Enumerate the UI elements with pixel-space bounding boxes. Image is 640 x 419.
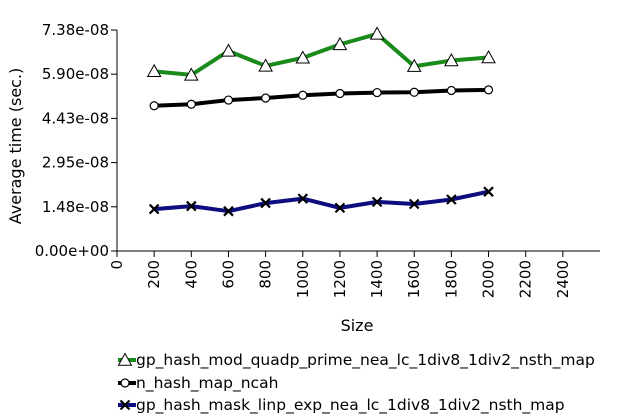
data-point — [335, 88, 345, 99]
x-marker-stroke — [119, 399, 131, 411]
x-marker-stroke — [148, 203, 160, 215]
x-tick-label: 1400 — [368, 260, 386, 298]
x-marker-stroke — [260, 197, 271, 209]
x-tick-label: 400 — [182, 260, 200, 289]
data-point — [258, 58, 273, 72]
x-tick-label: 1000 — [294, 260, 312, 298]
data-point — [186, 200, 197, 212]
data-point — [297, 193, 309, 204]
y-tick-label: 2.95e-08 — [42, 154, 109, 172]
y-tick-label: 0.00e+00 — [35, 242, 109, 260]
y-tick-label: 1.48e-08 — [42, 198, 109, 216]
x-marker-stroke — [371, 196, 383, 208]
data-point — [372, 87, 382, 98]
legend-label: gp_hash_mod_quadp_prime_nea_lc_1div8_1di… — [136, 351, 595, 370]
legend-entry-2: n_hash_map_ncah — [118, 374, 278, 393]
data-point — [186, 99, 196, 109]
x-tick-label: 2200 — [517, 260, 535, 298]
x-tick-label: 2000 — [480, 260, 498, 298]
x-tick-label: 1600 — [405, 260, 423, 298]
x-marker-stroke — [446, 194, 457, 205]
data-point — [223, 205, 234, 217]
data-point — [444, 53, 459, 67]
data-point — [369, 26, 385, 40]
x-tick-label: 1200 — [331, 260, 349, 298]
y-tick-label: 4.43e-08 — [42, 109, 109, 127]
legend-entry-1: gp_hash_mod_quadp_prime_nea_lc_1div8_1di… — [117, 351, 595, 370]
x-tick-label: 200 — [145, 260, 163, 289]
series-line — [153, 31, 489, 77]
legend-swatch-marker — [117, 352, 133, 366]
x-axis-title: Size — [341, 316, 374, 335]
data-point — [223, 95, 234, 105]
y-axis-title: Average time (sec.) — [6, 68, 25, 225]
data-point — [446, 85, 456, 96]
series-layer — [146, 26, 496, 217]
x-marker-stroke — [186, 200, 197, 212]
series-2 — [149, 85, 494, 111]
legend-label: gp_hash_mask_linp_exp_nea_lc_1div8_1div2… — [136, 396, 565, 415]
x-tick-label: 2400 — [554, 260, 572, 298]
data-point — [148, 203, 160, 215]
data-point — [261, 93, 271, 103]
data-point — [298, 90, 308, 100]
data-point — [260, 197, 271, 209]
series-3 — [148, 186, 494, 217]
data-point — [481, 50, 496, 64]
data-point — [483, 186, 494, 197]
data-point — [332, 36, 348, 51]
x-axis: 0 200 400 600 800 1000 1200 1400 1600 1800 2000 220… — [108, 251, 572, 298]
data-point — [446, 194, 457, 205]
x-marker-stroke — [297, 193, 309, 204]
data-point — [183, 67, 199, 81]
data-point — [409, 87, 419, 97]
data-point — [295, 50, 311, 64]
x-marker-stroke — [223, 205, 234, 217]
x-tick-label: 600 — [219, 260, 237, 289]
series-1 — [146, 26, 496, 81]
series-line — [153, 189, 489, 214]
x-marker-stroke — [334, 202, 346, 214]
data-point — [406, 58, 422, 72]
data-point — [146, 63, 162, 78]
legend-entry-3: gp_hash_mask_linp_exp_nea_lc_1div8_1div2… — [118, 396, 565, 415]
data-point — [408, 198, 420, 210]
x-tick-label: 1800 — [442, 260, 460, 298]
y-axis: 0.00e+00 1.48e-08 2.95e-08 4.43e-08 5.90e-08… — [35, 21, 117, 260]
x-tick-label: 800 — [257, 260, 275, 289]
x-tick-label: 0 — [108, 260, 126, 270]
data-point — [149, 101, 159, 111]
x-marker-stroke — [483, 186, 494, 197]
legend-swatch-marker — [120, 378, 130, 388]
y-tick-label: 7.38e-08 — [42, 21, 109, 39]
plot-frame — [116, 30, 600, 252]
series-line — [154, 87, 489, 108]
data-point — [371, 196, 383, 208]
data-point — [221, 43, 236, 57]
legend-swatch-marker — [119, 399, 131, 411]
data-point — [334, 202, 346, 214]
y-tick-label: 5.90e-08 — [42, 65, 109, 83]
data-point — [483, 85, 494, 95]
x-marker-stroke — [408, 198, 420, 210]
legend: gp_hash_mod_quadp_prime_nea_lc_1div8_1di… — [117, 351, 595, 415]
legend-label: n_hash_map_ncah — [136, 374, 278, 393]
